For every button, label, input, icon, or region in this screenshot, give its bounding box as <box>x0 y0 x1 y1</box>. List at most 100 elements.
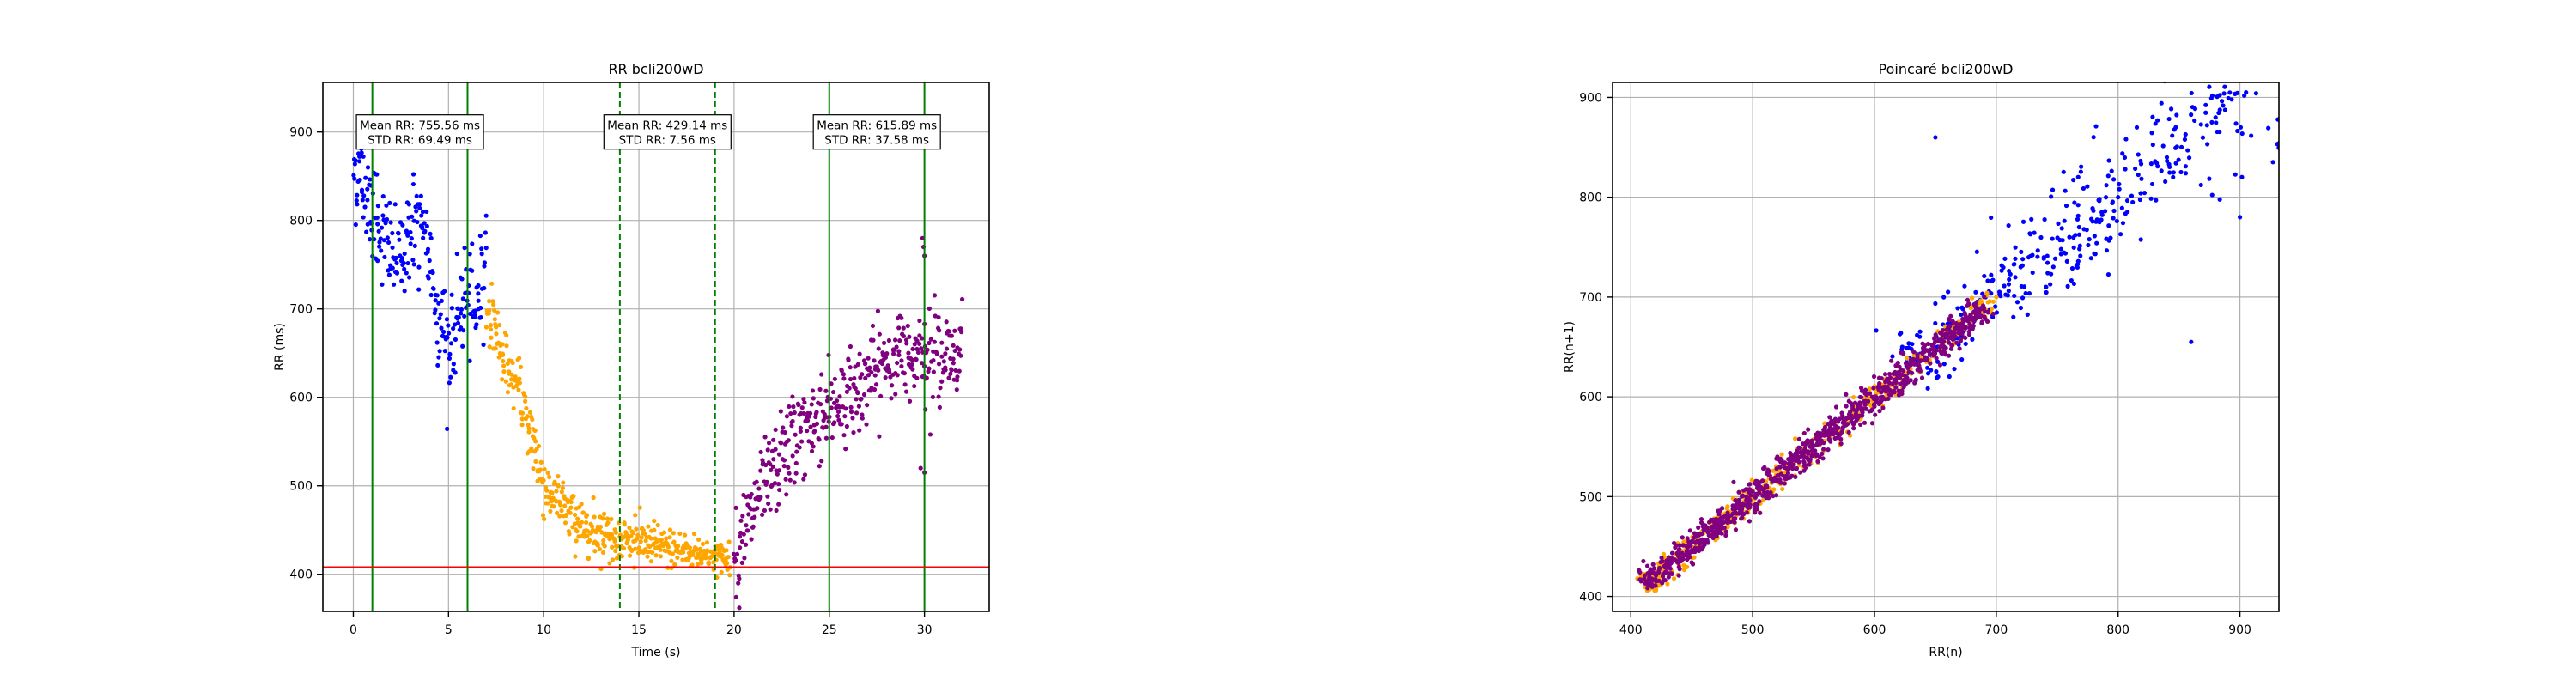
rr-point <box>408 229 413 235</box>
poincare-point <box>1796 436 1801 441</box>
rr-point <box>864 422 869 427</box>
poincare-point <box>1935 359 1941 364</box>
poincare-point <box>1779 452 1784 457</box>
poincare-point <box>2085 184 2090 189</box>
rr-point <box>592 514 597 520</box>
poincare-point <box>2139 176 2144 181</box>
rr-point <box>700 541 706 547</box>
rr-point <box>467 358 472 363</box>
rr-point <box>532 428 538 434</box>
poincare-point <box>2030 252 2035 258</box>
poincare-point <box>2159 168 2164 173</box>
rr-point <box>513 374 518 380</box>
rr-point <box>703 556 708 561</box>
rr-point <box>354 198 359 204</box>
poincare-point <box>1685 564 1690 569</box>
rr-point <box>903 337 909 343</box>
poincare-point <box>1801 460 1807 465</box>
poincare-point <box>2003 292 2008 297</box>
poincare-point <box>1817 454 1822 459</box>
rr-point <box>531 466 536 471</box>
poincare-point <box>1671 540 1677 546</box>
rr-point <box>382 254 387 260</box>
plot-frame <box>1612 82 2280 612</box>
rr-point <box>801 477 806 482</box>
poincare-point <box>2123 137 2129 142</box>
poincare-point <box>2062 218 2067 223</box>
rr-point <box>509 372 514 377</box>
rr-point <box>574 538 579 544</box>
poincare-point <box>1970 324 1976 329</box>
rr-point <box>954 387 959 392</box>
rr-point <box>951 356 956 362</box>
poincare-point <box>1814 442 1819 448</box>
rr-point <box>355 192 360 198</box>
poincare-point <box>1853 412 1858 417</box>
rr-point <box>724 548 729 553</box>
rr-point <box>459 307 465 313</box>
rr-point <box>482 264 487 269</box>
rr-point <box>538 459 544 465</box>
rr-point <box>490 299 495 304</box>
rr-point <box>501 369 507 374</box>
poincare-point <box>1941 295 1947 300</box>
poincare-point <box>2208 95 2214 101</box>
rr-point <box>451 325 456 331</box>
rr-point <box>467 252 472 257</box>
poincare-point <box>2088 256 2093 261</box>
poincare-point <box>2209 192 2215 198</box>
rr-point <box>934 351 940 356</box>
poincare-point <box>1822 421 1827 426</box>
poincare-point <box>1929 343 1935 348</box>
rr-point <box>772 480 778 486</box>
poincare-point <box>2050 236 2055 241</box>
rr-point <box>444 317 450 322</box>
poincare-point <box>2164 155 2170 160</box>
rr-point <box>459 277 465 282</box>
poincare-point <box>1952 326 1958 331</box>
rr-point <box>768 507 773 512</box>
rr-point <box>892 337 898 343</box>
rr-point <box>932 339 937 344</box>
rr-point <box>872 387 878 392</box>
rr-point <box>379 248 384 253</box>
rr-point <box>438 312 443 317</box>
rr-point <box>768 461 773 467</box>
poincare-point <box>1989 272 1994 277</box>
rr-point <box>418 193 423 198</box>
rr-point <box>462 246 467 251</box>
rr-point <box>885 363 890 368</box>
rr-point <box>837 404 842 410</box>
poincare-point <box>2239 131 2245 137</box>
rr-point <box>381 238 387 243</box>
rr-point <box>428 231 433 237</box>
rr-point <box>672 562 677 567</box>
poincare-point <box>2216 110 2221 116</box>
rr-point <box>440 329 447 335</box>
rr-point <box>405 260 410 266</box>
x-tick-label: 0 <box>349 623 357 637</box>
poincare-point <box>2020 295 2026 301</box>
poincare-point <box>1789 462 1794 467</box>
rr-point <box>901 325 906 331</box>
rr-point <box>489 327 494 332</box>
poincare-point <box>1665 581 1670 587</box>
poincare-point <box>1820 456 1826 461</box>
rr-point <box>460 296 465 301</box>
rr-point <box>745 528 750 533</box>
rr-point <box>483 325 489 330</box>
poincare-point <box>1919 375 1925 380</box>
poincare-point <box>2189 112 2194 118</box>
poincare-point <box>2227 73 2232 77</box>
rr-point <box>824 398 830 404</box>
rr-point <box>726 555 731 560</box>
rr-point <box>676 544 681 549</box>
poincare-point <box>1950 337 1955 343</box>
poincare-point <box>1691 549 1696 555</box>
rr-point <box>600 516 605 521</box>
rr-point <box>756 486 762 491</box>
poincare-point <box>1959 331 1965 337</box>
poincare-point <box>2007 268 2012 274</box>
poincare-point <box>1647 581 1652 587</box>
poincare-point <box>2149 181 2155 187</box>
